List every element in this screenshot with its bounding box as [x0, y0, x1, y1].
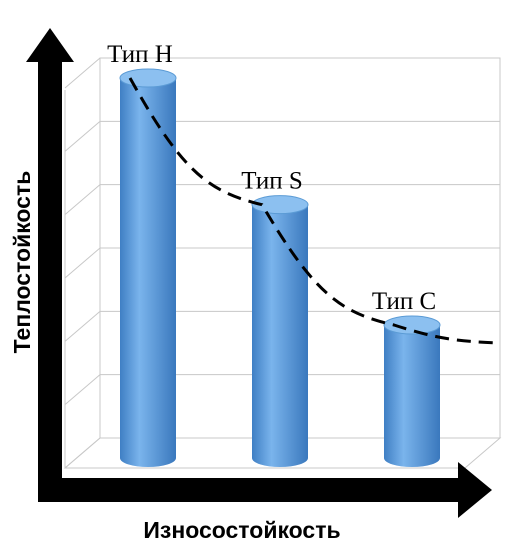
- grid-line: [64, 120, 500, 152]
- y-axis-label: Теплостойкость: [9, 171, 35, 354]
- category-label: Тип S: [241, 168, 303, 195]
- bar-group: Тип S: [241, 168, 309, 467]
- trend-line: [128, 77, 499, 345]
- bar-group: Тип H: [107, 41, 177, 467]
- bar-group: Тип C: [372, 288, 441, 467]
- bar: [120, 78, 176, 467]
- y-axis-arrow: [26, 28, 74, 500]
- grid-line: [64, 374, 500, 406]
- category-label: Тип C: [372, 288, 436, 315]
- grid-line: [64, 437, 500, 469]
- bar: [252, 204, 308, 467]
- category-label: Тип H: [107, 41, 173, 68]
- grid-line: [64, 247, 500, 279]
- grid-line: [64, 184, 500, 216]
- grid-line: [64, 57, 500, 89]
- bar-top: [383, 315, 441, 335]
- bar-top: [251, 195, 309, 215]
- x-axis-label: Износостойкость: [143, 517, 340, 543]
- x-axis-arrow: [38, 462, 492, 518]
- bar-top: [119, 68, 177, 88]
- axes: [26, 28, 492, 518]
- grid-line: [64, 310, 500, 342]
- bar: [384, 325, 440, 467]
